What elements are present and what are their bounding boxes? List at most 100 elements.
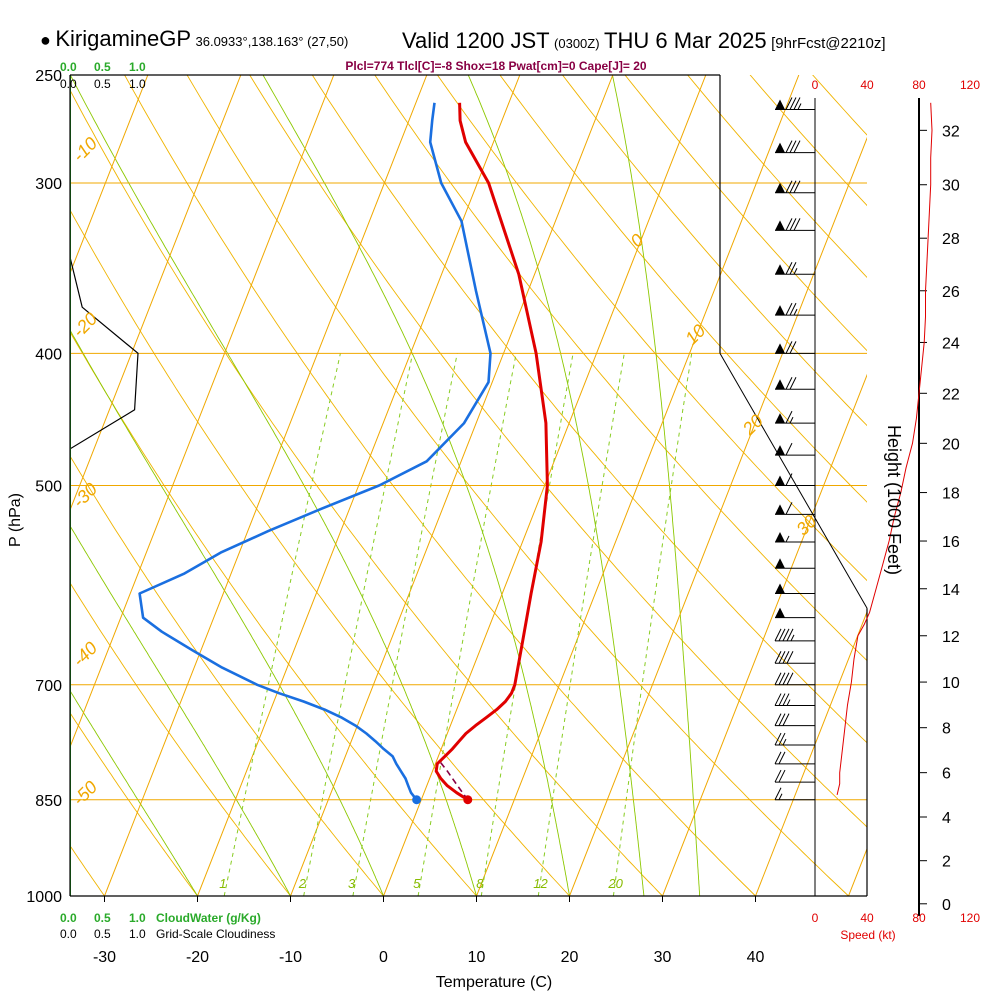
surface-temperature-marker xyxy=(463,795,473,805)
wind-barb xyxy=(775,218,815,231)
speed-axis-label: Speed (kt) xyxy=(840,928,895,942)
background-grid xyxy=(70,75,867,896)
barb-flag xyxy=(789,262,797,275)
cloudiness-line xyxy=(70,256,139,450)
barb-half-flag xyxy=(782,738,787,746)
barb-flag xyxy=(782,693,790,706)
pressure-tick-700: 700 xyxy=(35,678,62,695)
barb-pennant xyxy=(775,379,785,390)
moist-adiabat xyxy=(262,75,570,896)
cloudiness-label: Grid-Scale Cloudiness xyxy=(156,927,275,941)
barb-pennant xyxy=(775,264,785,275)
barb-flag xyxy=(778,751,786,765)
isotherm-label: 30 xyxy=(792,511,820,539)
barb-flag xyxy=(778,769,786,783)
barb-pennant xyxy=(775,531,785,542)
mixing-ratio-line xyxy=(352,353,458,896)
sounding-profiles xyxy=(70,75,549,896)
valid-utc: (0300Z) xyxy=(554,36,600,51)
station-name: KirigamineGP xyxy=(55,26,192,51)
barb-flag xyxy=(786,651,794,664)
barb-half-flag xyxy=(793,308,798,316)
isotherm-label: 0 xyxy=(626,230,647,251)
barb-half-flag xyxy=(786,699,791,706)
barb-flag xyxy=(793,180,801,193)
barb-flag xyxy=(785,473,793,486)
barb-flag xyxy=(778,713,786,726)
indices-line: Plcl=774 Tlcl[C]=-8 Shox=18 Pwat[cm]=0 C… xyxy=(345,59,646,73)
isotherm-label: 20 xyxy=(738,411,767,440)
barb-flag xyxy=(774,713,782,726)
dry-adiabat xyxy=(186,75,849,896)
height-tick-label: 20 xyxy=(942,436,960,453)
dry-adiabat xyxy=(374,75,867,662)
wind-barb xyxy=(775,531,815,543)
barb-flag xyxy=(785,180,793,193)
barb-pennant xyxy=(775,305,785,316)
height-tick-label: 4 xyxy=(942,810,951,827)
barb-flag xyxy=(786,672,794,685)
pressure-tick-250: 250 xyxy=(35,68,62,85)
title-bar: ● KirigamineGP 36.0933°,138.163° (27,50) xyxy=(40,26,348,52)
mixing-ratio-label: 3 xyxy=(348,876,356,891)
pressure-tick-1000: 1000 xyxy=(26,889,62,906)
mixing-ratio-label: 5 xyxy=(413,876,421,891)
mixing-ratio-line xyxy=(417,353,517,896)
cloudiness-bottom-1: 1.0 xyxy=(129,927,146,941)
barb-flag xyxy=(778,693,786,706)
barb-pennant xyxy=(775,504,785,515)
barb-flag xyxy=(774,769,782,783)
barb-flag xyxy=(785,262,793,275)
mixing-ratio-line xyxy=(480,353,574,896)
dry-adiabat xyxy=(436,75,867,582)
dry-adiabat xyxy=(70,209,570,896)
temp-tick-label: 10 xyxy=(468,949,486,966)
moist-adiabat xyxy=(70,689,198,896)
wind-barb xyxy=(774,787,815,801)
barb-pennant xyxy=(775,182,785,193)
moist-adiabat xyxy=(611,75,701,896)
barb-pennant xyxy=(775,607,785,618)
isotherm xyxy=(70,75,149,275)
barb-flag xyxy=(782,713,790,726)
cloudiness-bottom-0: 0.0 xyxy=(60,927,77,941)
x-axis-title: Temperature (C) xyxy=(436,974,552,991)
wind-barb xyxy=(775,180,815,194)
barb-flag xyxy=(774,651,782,664)
barb-flag xyxy=(785,341,793,354)
barb-flag xyxy=(785,97,793,110)
cloud-top-0: 0.0 xyxy=(60,60,77,74)
height-tick-label: 12 xyxy=(942,629,960,646)
wind-barb xyxy=(774,751,815,765)
cloudiness-top-0: 0.0 xyxy=(60,77,77,91)
dry-adiabat xyxy=(70,89,663,896)
barb-flag xyxy=(789,302,797,316)
speed-bottom-80: 80 xyxy=(912,911,926,925)
barb-flag xyxy=(782,628,790,642)
wind-barb xyxy=(774,732,815,746)
wind-barb xyxy=(775,410,815,424)
dry-adiabat xyxy=(70,711,198,896)
height-tick-label: 8 xyxy=(942,721,951,738)
temp-tick-label: 20 xyxy=(561,949,579,966)
barb-flag xyxy=(789,341,797,354)
wind-panel xyxy=(774,97,933,801)
wind-barb xyxy=(775,502,815,515)
wind-barb xyxy=(775,341,815,354)
wind-barb xyxy=(775,97,815,111)
valid-jst: Valid 1200 JST xyxy=(402,28,550,53)
wind-barb xyxy=(775,377,815,390)
height-tick-label: 10 xyxy=(942,675,960,692)
barb-flag xyxy=(785,140,793,153)
height-tick-label: 26 xyxy=(942,284,960,301)
speed-top-0: 0 xyxy=(812,78,819,92)
wind-barb xyxy=(775,140,815,154)
barb-pennant xyxy=(775,142,785,153)
barb-pennant xyxy=(775,413,785,424)
height-axis-title: Height (1000 Feet) xyxy=(884,425,904,575)
barb-flag xyxy=(778,672,786,685)
barb-flag xyxy=(782,651,790,664)
height-tick-label: 14 xyxy=(942,582,960,599)
line-parcel xyxy=(438,759,469,801)
